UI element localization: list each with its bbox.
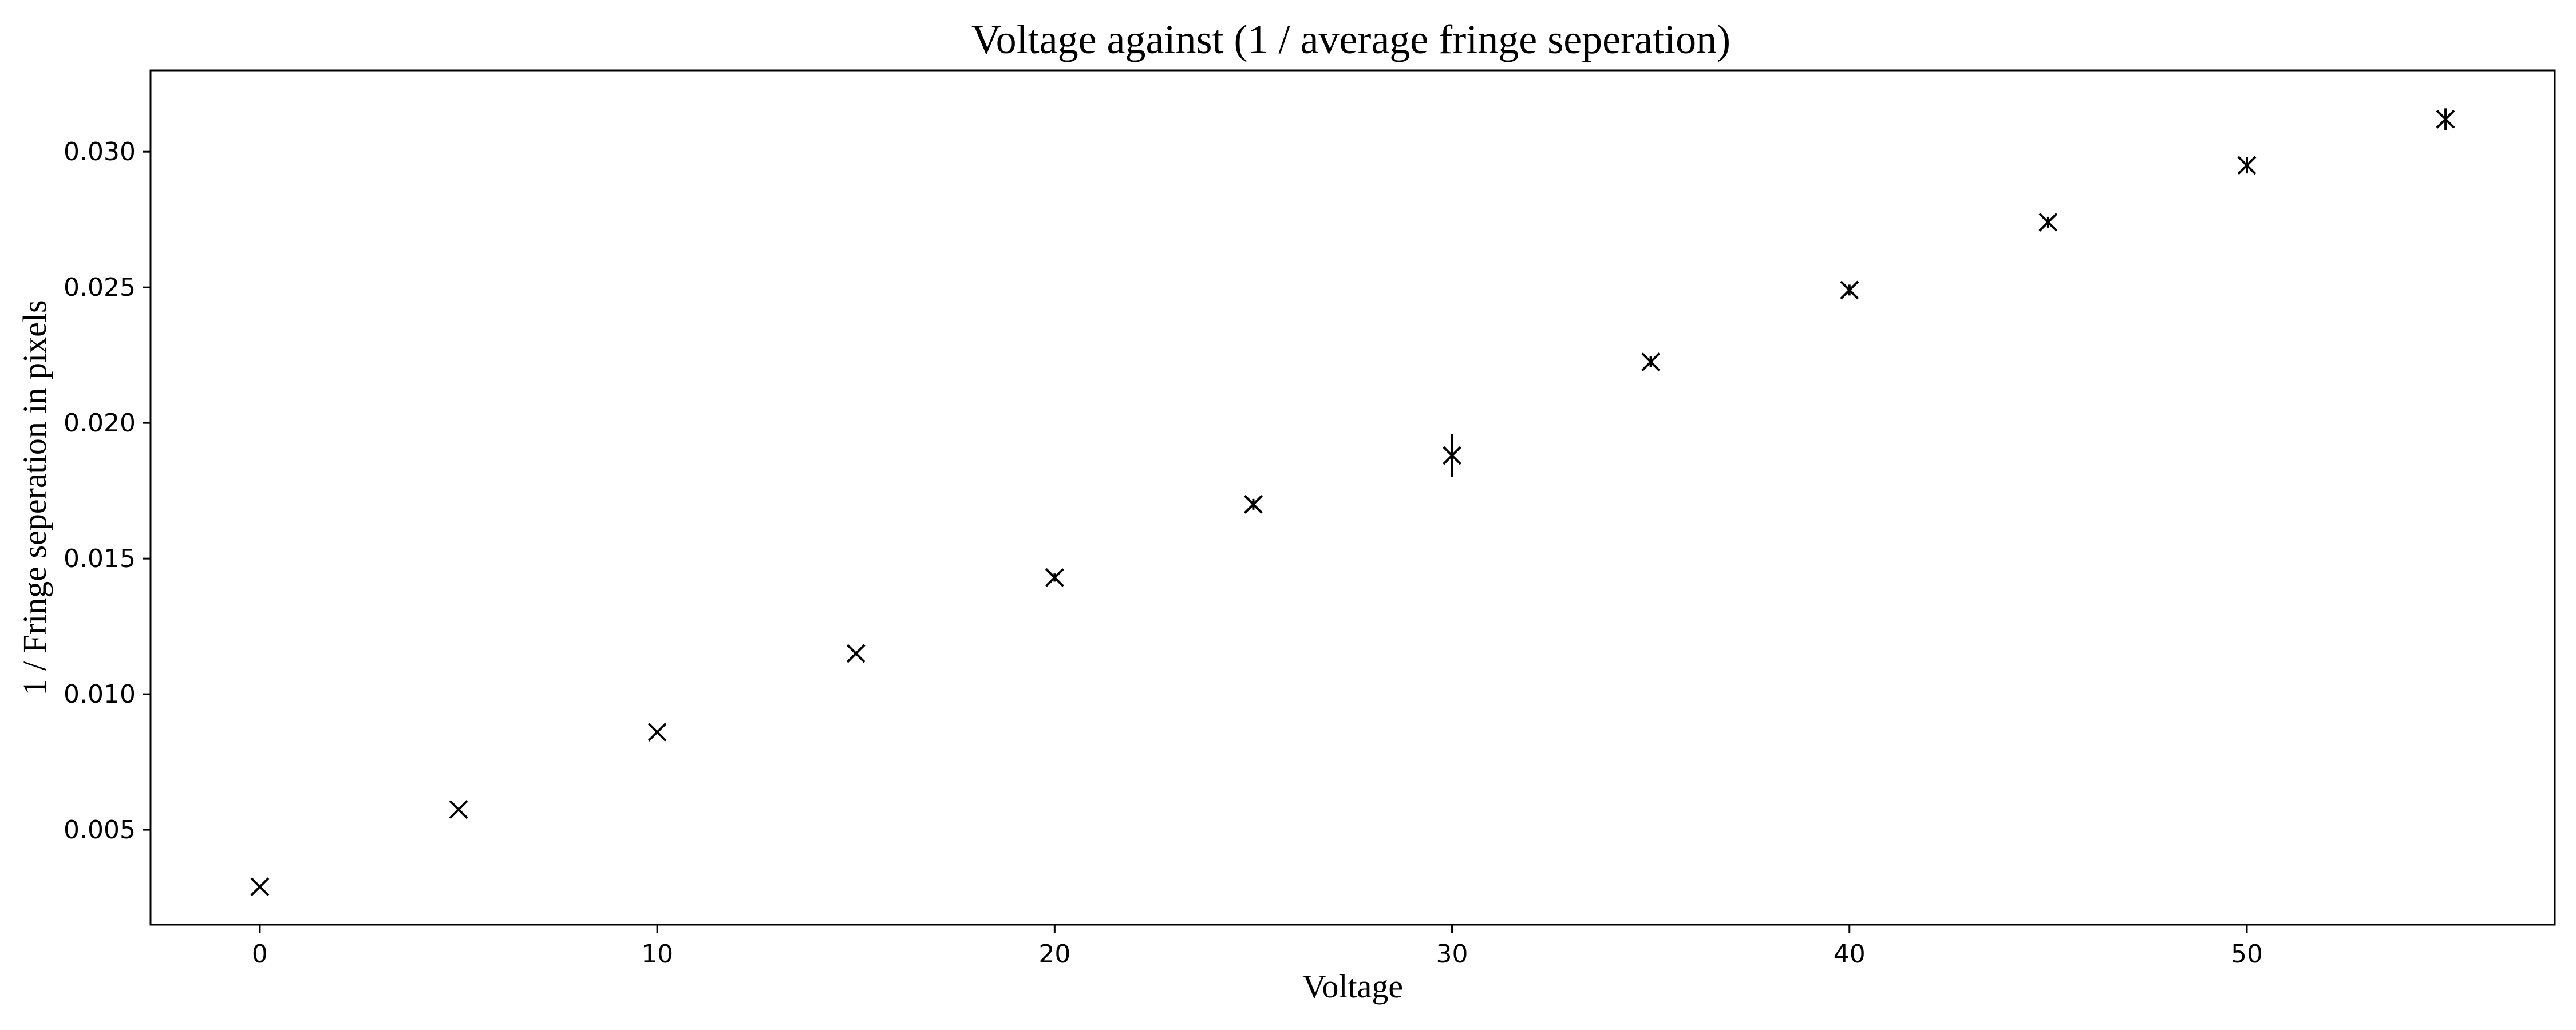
point-marker-stroke bbox=[846, 644, 866, 663]
data-point bbox=[2237, 156, 2257, 175]
data-point bbox=[1443, 434, 1461, 477]
data-point bbox=[1840, 280, 1859, 300]
chart-title: Voltage against (1 / average fringe sepe… bbox=[971, 17, 1730, 62]
x-tick-label: 0 bbox=[252, 940, 268, 969]
y-tick-label: 0.010 bbox=[64, 680, 136, 709]
y-tick-label: 0.030 bbox=[64, 137, 136, 167]
data-point bbox=[846, 644, 866, 663]
data-point bbox=[2038, 213, 2058, 232]
x-tick-label: 10 bbox=[641, 940, 673, 969]
point-marker-stroke bbox=[1244, 494, 1263, 514]
y-tick-label: 0.020 bbox=[64, 409, 136, 438]
data-point bbox=[1641, 352, 1661, 371]
point-marker-stroke bbox=[1840, 280, 1859, 300]
point-marker-stroke bbox=[647, 723, 667, 742]
data-point bbox=[449, 800, 468, 819]
x-axis-label: Voltage bbox=[1302, 968, 1403, 1005]
x-tick-label: 50 bbox=[2231, 940, 2263, 969]
point-marker-stroke bbox=[1443, 446, 1461, 465]
plot-area bbox=[149, 69, 2556, 926]
data-series bbox=[250, 108, 2455, 897]
data-point bbox=[647, 723, 667, 742]
data-point bbox=[2436, 108, 2455, 130]
data-point bbox=[1244, 494, 1263, 514]
point-marker-stroke bbox=[2038, 213, 2058, 232]
x-axis: 0 10 20 30 40 50 bbox=[252, 925, 2263, 969]
x-tick-label: 20 bbox=[1038, 940, 1070, 969]
y-axis-label: 1 / Fringe seperation in pixels bbox=[16, 300, 53, 695]
point-marker-stroke bbox=[2237, 156, 2257, 175]
y-tick-label: 0.015 bbox=[64, 544, 136, 573]
point-marker-stroke bbox=[1045, 568, 1064, 587]
point-marker-stroke bbox=[2436, 109, 2455, 129]
point-marker-stroke bbox=[449, 800, 468, 819]
point-marker-stroke bbox=[1641, 352, 1661, 371]
y-tick-label: 0.005 bbox=[64, 815, 136, 845]
data-point bbox=[1045, 568, 1064, 587]
x-tick-label: 40 bbox=[1834, 940, 1866, 969]
point-marker-stroke bbox=[250, 877, 270, 897]
y-axis: 0.005 0.010 0.015 0.020 0.025 0.030 bbox=[64, 137, 151, 845]
y-tick-label: 0.025 bbox=[64, 273, 136, 302]
data-point bbox=[250, 877, 270, 897]
x-tick-label: 30 bbox=[1436, 940, 1468, 969]
